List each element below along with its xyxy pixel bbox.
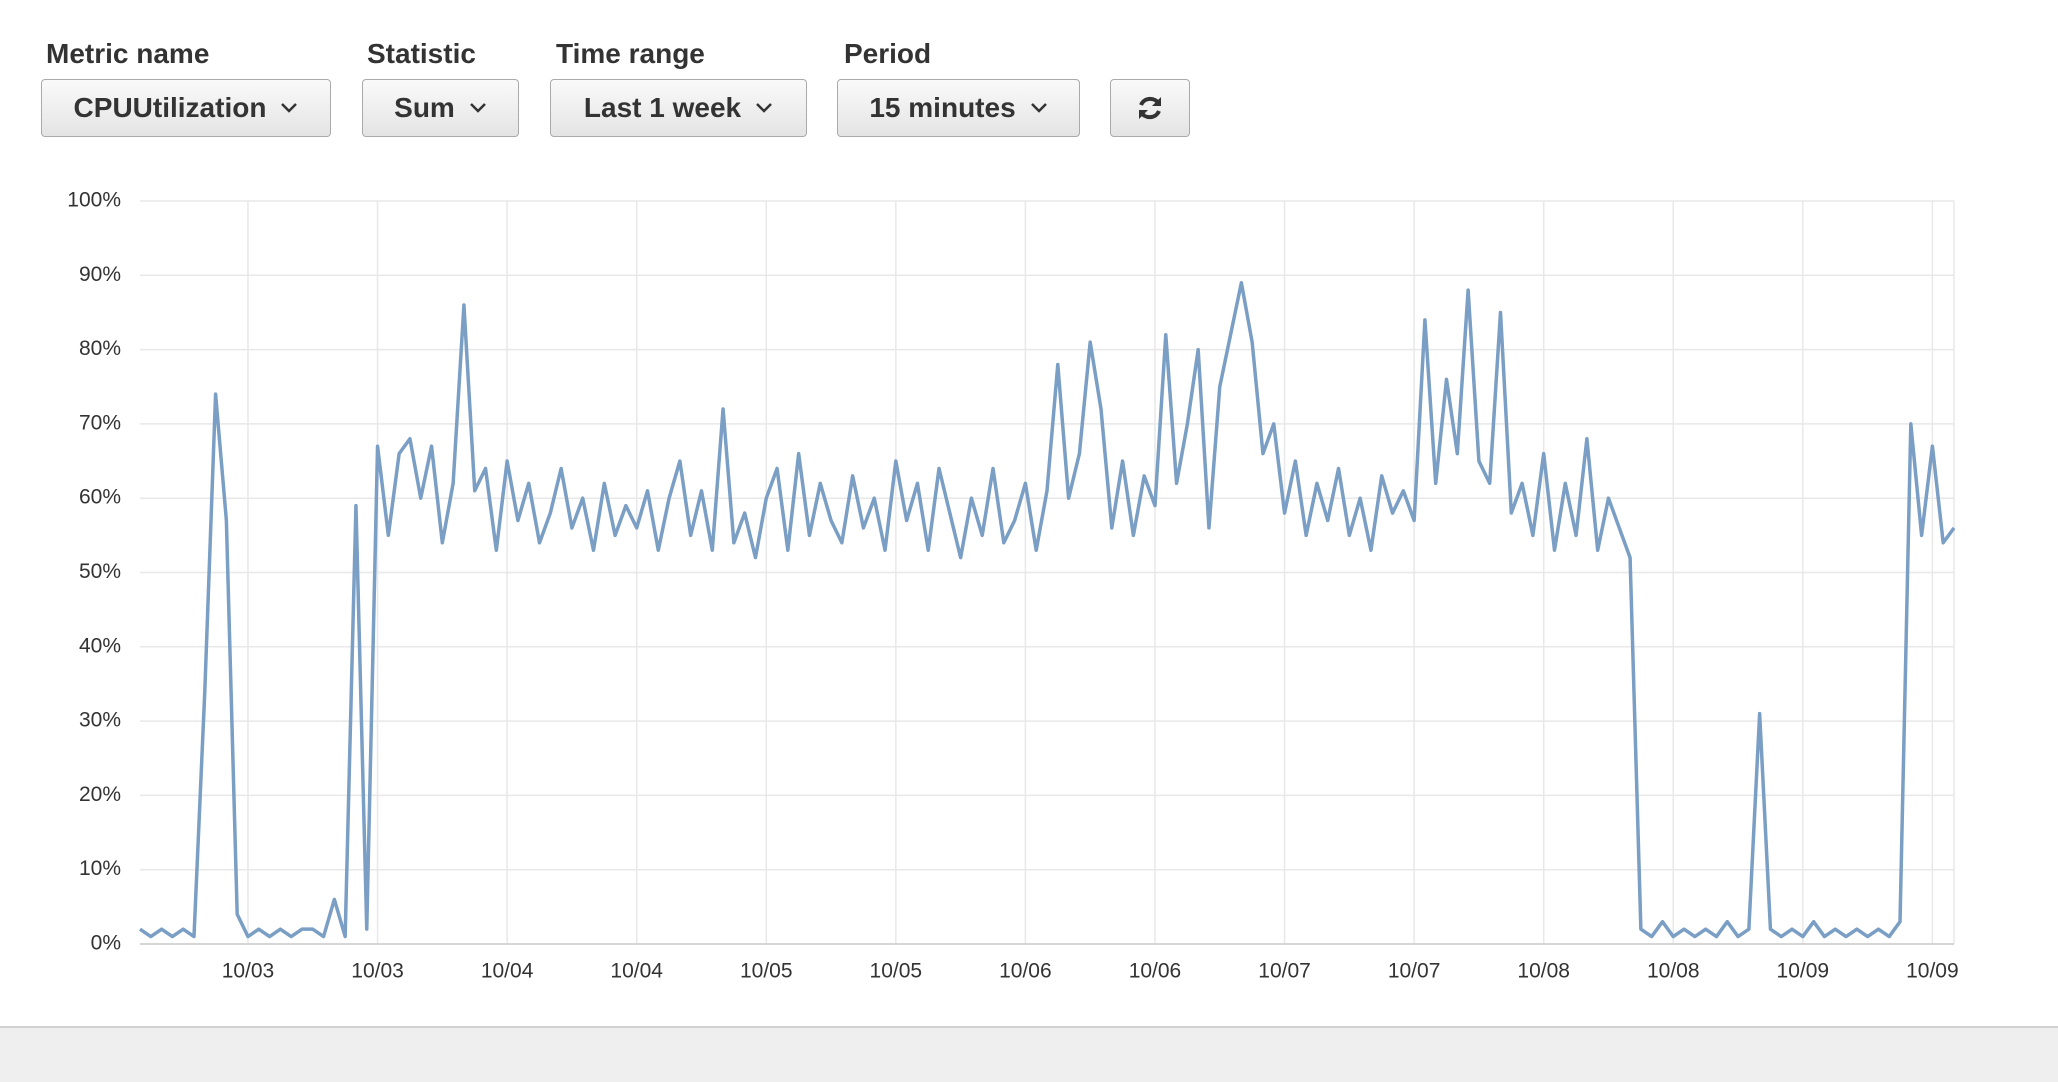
- x-tick-label: 10/09: [1906, 960, 1959, 983]
- x-tick-label: 10/03: [351, 960, 404, 983]
- footer-bar: [0, 1026, 2058, 1082]
- y-tick-label: 70%: [79, 411, 121, 434]
- chevron: [281, 103, 298, 113]
- period-dropdown[interactable]: 15 minutes: [837, 79, 1080, 137]
- dropdown-value: 15 minutes: [869, 92, 1016, 123]
- x-tick-label: 10/05: [870, 960, 923, 983]
- chevron: [756, 103, 772, 113]
- y-tick-label: 20%: [79, 783, 121, 806]
- y-tick-label: 80%: [79, 337, 121, 360]
- x-tick-label: 10/04: [610, 960, 663, 983]
- y-tick-label: 100%: [67, 189, 121, 212]
- x-tick-label: 10/04: [481, 960, 534, 983]
- time-range-dropdown[interactable]: Last 1 week: [550, 79, 807, 137]
- x-tick-label: 10/05: [740, 960, 793, 983]
- statistic-dropdown[interactable]: Sum: [362, 79, 519, 137]
- chevron: [1030, 103, 1047, 113]
- control-label: Time range: [556, 38, 705, 69]
- x-tick-label: 10/08: [1647, 960, 1700, 983]
- x-tick-label: 10/06: [999, 960, 1052, 983]
- chart: 0% 10% 20% 30% 40% 50% 60% 70% 80% 90% 100% 10/03 10…: [67, 189, 1959, 983]
- dropdown-value: Last 1 week: [583, 92, 742, 123]
- dropdown-value: Sum: [394, 92, 455, 123]
- x-tick-label: 10/08: [1517, 960, 1570, 983]
- series-line: [139, 280, 1956, 939]
- dropdown-value: CPUUtilization: [73, 92, 267, 123]
- refresh-icon: [1139, 96, 1161, 120]
- y-tick-label: 50%: [79, 560, 121, 583]
- x-tick-label: 10/07: [1258, 960, 1311, 983]
- x-tick-label: 10/03: [222, 960, 275, 983]
- chevron: [469, 103, 486, 113]
- y-tick-label: 10%: [79, 857, 121, 880]
- metric-dropdown[interactable]: CPUUtilization: [41, 79, 331, 137]
- y-tick-label: 0%: [91, 932, 121, 955]
- control-label: Statistic: [367, 38, 476, 69]
- y-tick-label: 60%: [79, 486, 121, 509]
- control-label: Period: [844, 38, 932, 69]
- control-label: Metric name: [46, 38, 210, 69]
- x-tick-label: 10/07: [1388, 960, 1441, 983]
- refresh-button[interactable]: [1110, 79, 1190, 137]
- x-tick-label: 10/09: [1777, 960, 1830, 983]
- x-tick-label: 10/06: [1129, 960, 1182, 983]
- y-tick-label: 30%: [79, 709, 121, 732]
- y-tick-label: 90%: [79, 263, 121, 286]
- y-tick-label: 40%: [79, 634, 121, 657]
